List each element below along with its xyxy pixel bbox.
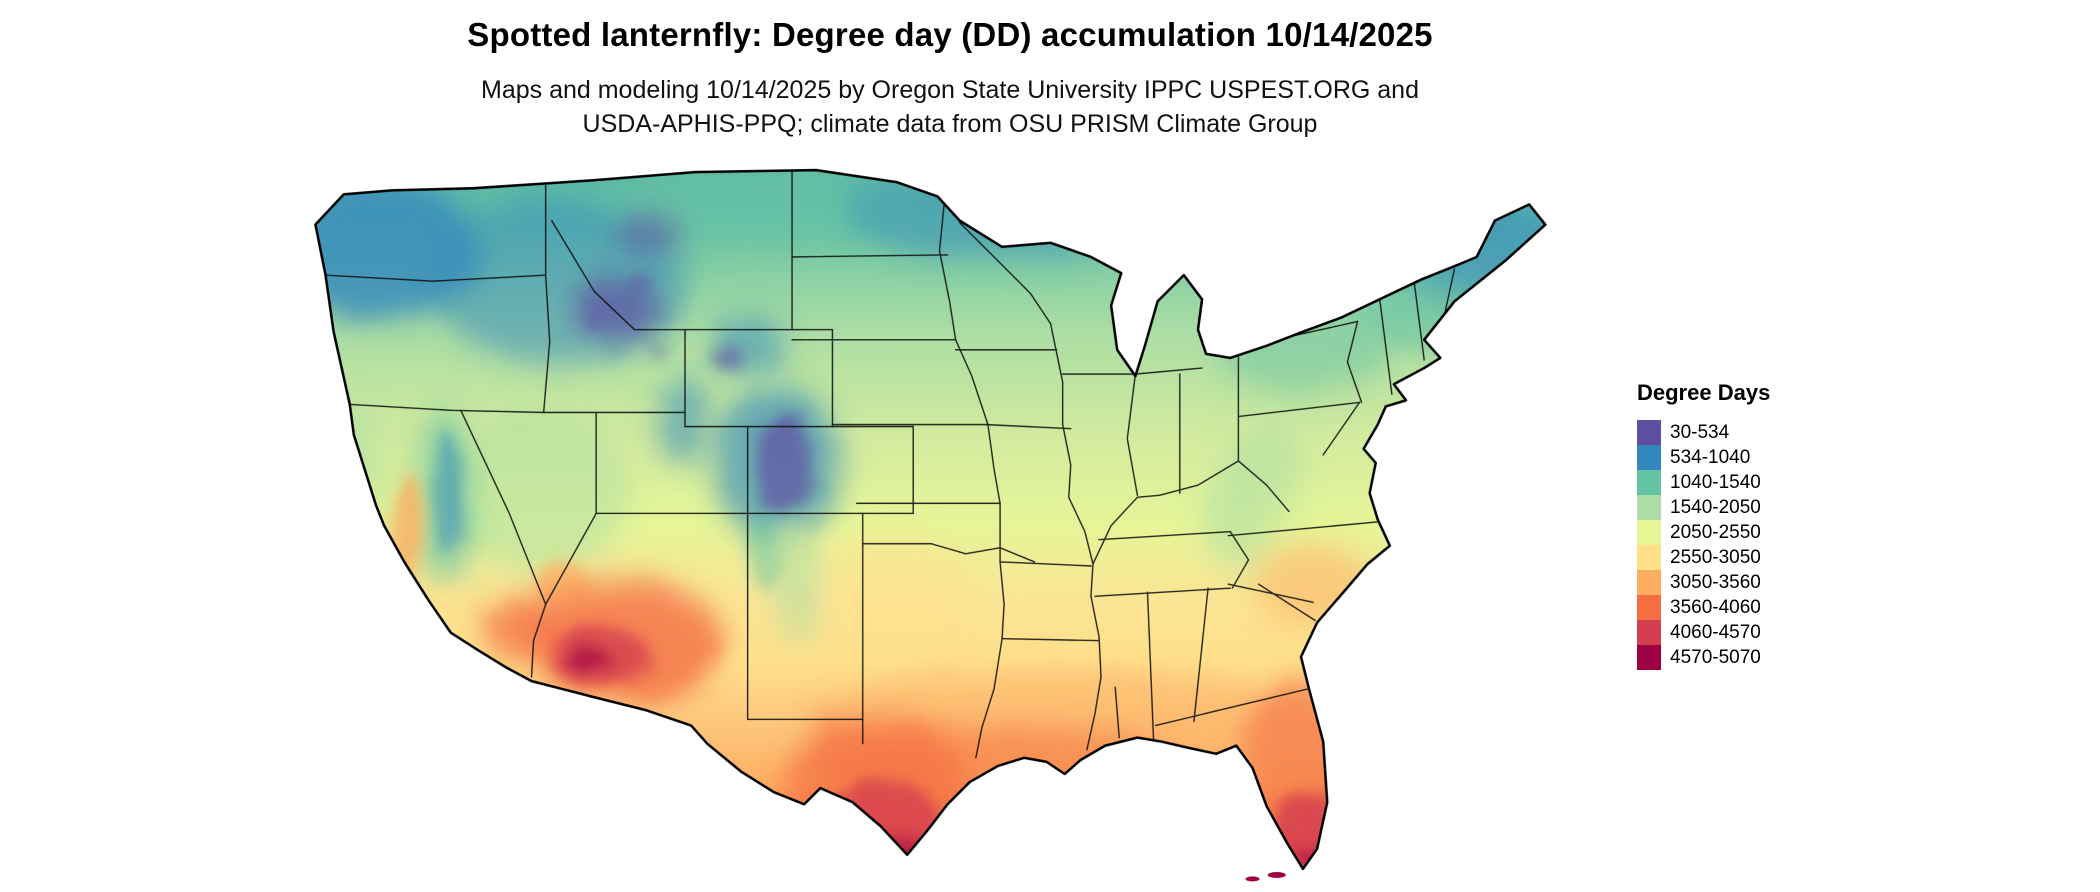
- page-title: Spotted lanternfly: Degree day (DD) accu…: [467, 16, 1433, 53]
- legend-swatch: [1637, 470, 1661, 495]
- subtitle-line-1: Maps and modeling 10/14/2025 by Oregon S…: [481, 76, 1419, 104]
- legend-label: 1540-2050: [1670, 497, 1761, 518]
- legend-item: 30-534: [1637, 420, 1897, 445]
- us-outline: [314, 168, 1547, 871]
- legend-swatch: [1637, 645, 1661, 670]
- legend-swatch: [1637, 545, 1661, 570]
- legend-swatch: [1637, 520, 1661, 545]
- legend-swatch: [1637, 595, 1661, 620]
- legend-item: 4060-4570: [1637, 620, 1897, 645]
- legend-item: 4570-5070: [1637, 645, 1897, 670]
- state-borders: [324, 171, 1456, 759]
- legend-label: 4060-4570: [1670, 622, 1761, 643]
- us-map-svg: [314, 168, 1547, 882]
- legend-item: 1040-1540: [1637, 470, 1897, 495]
- us-degree-day-map: [290, 160, 1600, 882]
- legend-label: 4570-5070: [1670, 647, 1761, 668]
- subtitle: Maps and modeling 10/14/2025 by Oregon S…: [0, 74, 1900, 142]
- legend-item: 2050-2550: [1637, 520, 1897, 545]
- legend-item: 534-1040: [1637, 445, 1897, 470]
- legend-label: 3560-4060: [1670, 597, 1761, 618]
- legend-item: 3050-3560: [1637, 570, 1897, 595]
- florida-keys: [1245, 871, 1286, 882]
- legend-item: 1540-2050: [1637, 495, 1897, 520]
- legend-label: 534-1040: [1670, 447, 1751, 468]
- legend-label: 2550-3050: [1670, 547, 1761, 568]
- legend-label: 1040-1540: [1670, 472, 1761, 493]
- map-raster-fill: [315, 170, 1546, 869]
- legend-item: 2550-3050: [1637, 545, 1897, 570]
- legend-swatch: [1637, 420, 1661, 445]
- legend-label: 30-534: [1670, 422, 1730, 443]
- legend-swatch: [1637, 570, 1661, 595]
- legend-label: 3050-3560: [1670, 572, 1761, 593]
- map-header: Spotted lanternfly: Degree day (DD) accu…: [0, 16, 1900, 142]
- subtitle-line-2: USDA-APHIS-PPQ; climate data from OSU PR…: [582, 109, 1318, 138]
- legend-swatch: [1637, 495, 1661, 520]
- legend-swatch: [1637, 620, 1661, 645]
- legend-label: 2050-2550: [1670, 522, 1761, 543]
- legend-title: Degree Days: [1637, 380, 1771, 405]
- legend-swatch: [1637, 445, 1661, 470]
- legend-items: 30-534 534-1040 1040-1540 1540-2050 2050-255…: [1637, 420, 1897, 670]
- legend-item: 3560-4060: [1637, 595, 1897, 620]
- legend: Degree Days 30-534 534-1040 1040-1540 1540-…: [1637, 380, 1897, 670]
